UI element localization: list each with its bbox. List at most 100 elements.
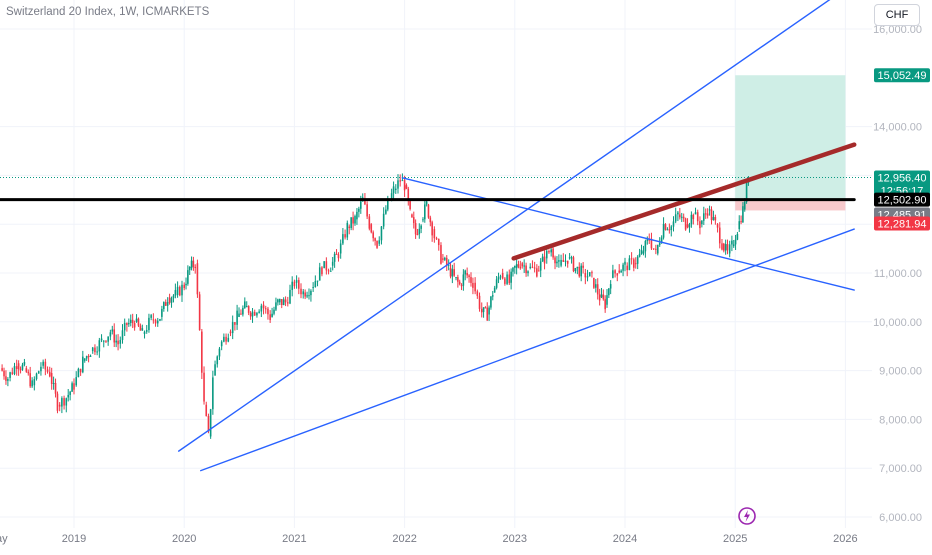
candle-body	[525, 265, 527, 274]
candle-body	[91, 347, 94, 352]
candle-body	[15, 366, 18, 369]
candle-body	[584, 273, 587, 278]
candle-body	[358, 208, 360, 212]
candle-body	[596, 284, 599, 295]
candle-body	[172, 295, 175, 299]
candle-body	[616, 273, 619, 276]
candle-body	[161, 308, 163, 317]
x-tick-label: 2024	[613, 533, 637, 545]
candle-body	[121, 330, 124, 340]
candle-body	[699, 221, 701, 229]
candle-body	[348, 226, 351, 228]
y-tick-label: 7,000.00	[879, 463, 922, 475]
candle-body	[624, 261, 626, 265]
candle-body	[684, 218, 687, 230]
candle-body	[710, 209, 713, 221]
candle-body	[35, 373, 38, 380]
y-tick-label: 6,000.00	[879, 512, 922, 524]
candle-body	[536, 268, 538, 277]
candle-body	[115, 340, 117, 343]
candle-body	[143, 331, 146, 334]
candle-body	[614, 270, 616, 274]
candle-body	[123, 322, 126, 331]
candle-body	[306, 295, 308, 297]
candle-body	[9, 372, 11, 378]
candle-body	[431, 222, 433, 236]
candle-body	[458, 281, 461, 285]
stop-zone	[735, 199, 846, 211]
candle-body	[194, 266, 197, 269]
candle-body	[21, 364, 24, 370]
candle-body	[203, 372, 205, 402]
candle-body	[529, 266, 532, 269]
candle-body	[424, 204, 426, 220]
candle-body	[453, 269, 455, 276]
candle-body	[732, 244, 735, 247]
candle-body	[499, 276, 502, 278]
candle-body	[163, 302, 165, 309]
candle-body	[731, 240, 733, 245]
candle-body	[286, 302, 289, 304]
candle-body	[289, 289, 291, 304]
currency-button[interactable]: CHF	[874, 4, 920, 26]
candle-body	[77, 368, 80, 378]
candle-body	[690, 214, 693, 225]
candle-body	[105, 340, 107, 342]
candle-body	[562, 259, 565, 262]
candle-body	[504, 278, 506, 284]
candle-body	[166, 302, 169, 306]
candle-body	[425, 201, 428, 205]
candle-body	[94, 347, 96, 353]
candle-body	[608, 288, 610, 296]
candle-body	[694, 212, 697, 215]
candle-body	[220, 341, 223, 347]
candle-body	[580, 265, 582, 277]
candle-body	[556, 261, 558, 264]
candle-body	[42, 361, 44, 366]
candle-body	[327, 270, 330, 272]
candle-body	[325, 261, 328, 271]
candle-body	[420, 225, 422, 229]
candle-body	[278, 299, 281, 303]
tradingview-logo-icon[interactable]	[737, 506, 757, 526]
candle-body	[242, 307, 244, 315]
candle-body	[656, 245, 659, 254]
candle-body	[427, 204, 430, 218]
candle-body	[714, 217, 717, 221]
candle-body	[119, 339, 122, 344]
candle-body	[658, 242, 661, 246]
candle-body	[79, 368, 82, 373]
candle-body	[716, 224, 719, 228]
candle-body	[29, 373, 31, 387]
candle-body	[435, 238, 438, 240]
candle-body	[52, 382, 55, 384]
candle-body	[33, 379, 36, 386]
candle-body	[606, 295, 608, 305]
candle-body	[445, 257, 448, 266]
candle-body	[291, 281, 293, 290]
candle-body	[234, 322, 236, 325]
candle-body	[464, 270, 467, 275]
candle-body	[168, 297, 171, 303]
price-label-tag	[874, 68, 930, 83]
candle-body	[249, 312, 252, 317]
candle-body	[329, 270, 332, 272]
candle-body	[539, 261, 542, 271]
candle-body	[366, 204, 368, 217]
candle-body	[190, 260, 193, 269]
candle-body	[113, 329, 116, 343]
candle-body	[1, 368, 3, 371]
candle-body	[508, 274, 511, 284]
price-label: 12,956.40	[878, 173, 927, 185]
x-tick-label: 2021	[282, 533, 306, 545]
x-tick-label: 2023	[503, 533, 527, 545]
candle-body	[131, 319, 134, 324]
candle-body	[238, 313, 240, 317]
candle-body	[350, 217, 352, 228]
candle-body	[701, 220, 703, 225]
candle-body	[262, 304, 265, 309]
candle-body	[495, 279, 498, 288]
candle-body	[50, 373, 53, 384]
